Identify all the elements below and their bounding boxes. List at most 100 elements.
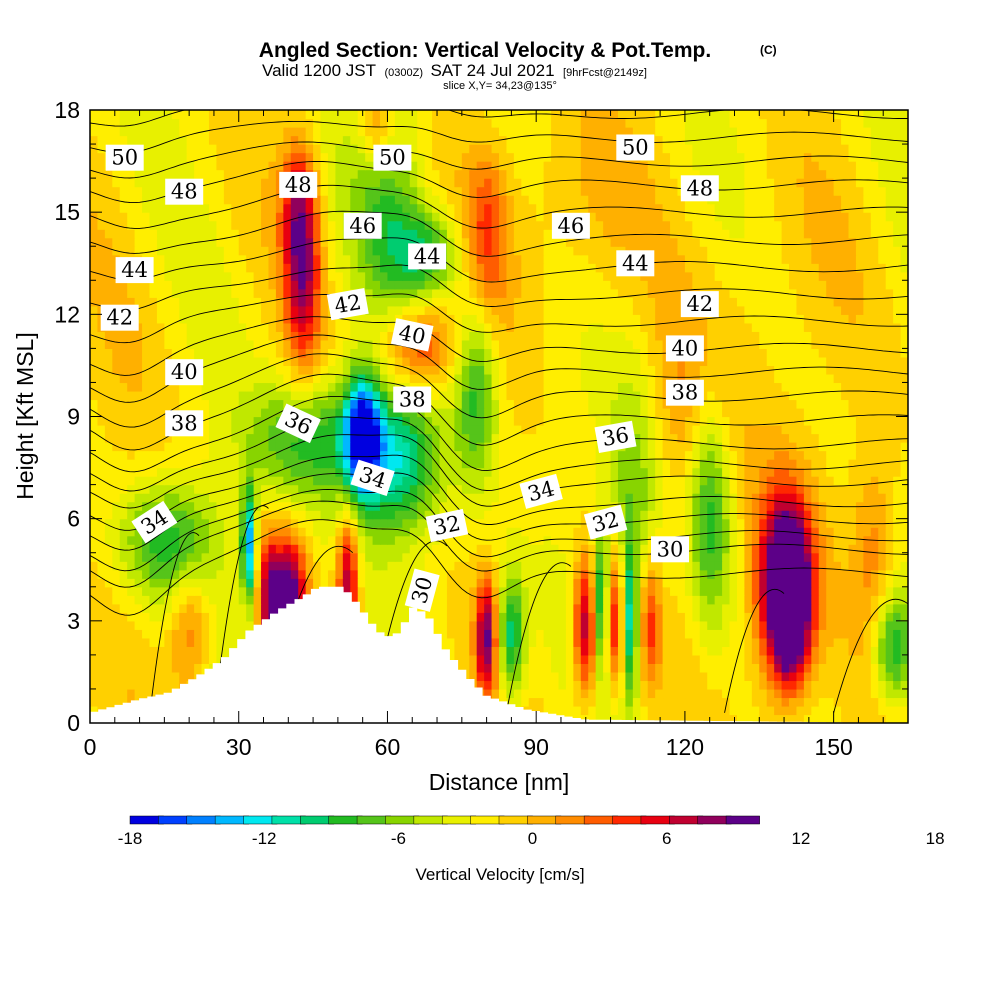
velocity-cell (855, 467, 864, 477)
velocity-cell (201, 433, 210, 443)
velocity-cell (766, 527, 775, 537)
velocity-cell (417, 552, 426, 562)
velocity-cell (662, 671, 671, 682)
velocity-cell (692, 671, 701, 682)
velocity-cell (171, 459, 180, 469)
velocity-cell (714, 527, 723, 537)
velocity-cell (223, 620, 232, 630)
velocity-cell (506, 433, 515, 443)
velocity-cell (670, 671, 679, 682)
velocity-cell (223, 603, 232, 613)
velocity-cell (484, 476, 493, 486)
velocity-cell (417, 561, 426, 571)
velocity-cell (855, 620, 864, 630)
velocity-cell (290, 373, 299, 384)
velocity-cell (729, 356, 738, 367)
velocity-cell (714, 561, 723, 571)
velocity-cell (625, 356, 634, 367)
velocity-cell (885, 442, 894, 452)
velocity-cell (900, 459, 908, 469)
velocity-cell (565, 348, 574, 358)
velocity-cell (632, 603, 641, 613)
velocity-cell (893, 416, 902, 426)
velocity-cell (127, 407, 136, 418)
velocity-cell (194, 467, 203, 477)
velocity-cell (90, 348, 99, 358)
velocity-cell (729, 552, 738, 562)
velocity-cell (521, 654, 530, 664)
velocity-cell (476, 586, 485, 596)
velocity-cell (409, 518, 418, 528)
velocity-cell (476, 629, 485, 639)
velocity-cell (573, 390, 582, 401)
velocity-cell (722, 620, 731, 630)
velocity-cell (900, 510, 908, 520)
velocity-cell (335, 382, 344, 392)
velocity-cell (699, 356, 708, 367)
velocity-cell (365, 399, 374, 409)
velocity-cell (216, 595, 225, 605)
velocity-cell (766, 637, 775, 647)
velocity-cell (223, 544, 232, 554)
velocity-cell (521, 561, 530, 571)
velocity-cell (558, 476, 567, 486)
velocity-cell (127, 527, 136, 537)
velocity-cell (506, 518, 515, 528)
velocity-cell (387, 399, 396, 409)
velocity-cell (573, 382, 582, 392)
velocity-cell (513, 459, 522, 469)
velocity-cell (156, 399, 165, 409)
velocity-cell (655, 450, 664, 460)
velocity-cell (372, 442, 381, 452)
velocity-cell (142, 629, 151, 639)
velocity-cell (469, 399, 478, 409)
velocity-cell (714, 629, 723, 639)
velocity-cell (766, 569, 775, 579)
velocity-cell (446, 595, 455, 605)
velocity-cell (432, 620, 441, 630)
velocity-cell (350, 467, 359, 477)
velocity-cell (848, 382, 857, 392)
velocity-cell (573, 433, 582, 443)
velocity-cell (632, 382, 641, 392)
velocity-cell (893, 586, 902, 596)
velocity-cell (499, 578, 508, 588)
velocity-cell (521, 680, 530, 690)
velocity-cell (677, 688, 686, 699)
velocity-cell (670, 510, 679, 520)
velocity-cell (684, 467, 693, 477)
velocity-cell (655, 637, 664, 647)
velocity-cell (744, 339, 753, 349)
velocity-cell (655, 688, 664, 699)
velocity-cell (446, 390, 455, 401)
velocity-cell (640, 637, 649, 647)
velocity-cell (179, 578, 188, 588)
velocity-cell (729, 595, 738, 605)
velocity-cell (327, 569, 336, 579)
velocity-cell (833, 714, 842, 723)
velocity-cell (208, 561, 218, 571)
velocity-cell (134, 493, 143, 503)
velocity-cell (848, 569, 857, 579)
velocity-cell (662, 663, 671, 673)
velocity-cell (432, 586, 441, 596)
velocity-cell (201, 629, 210, 639)
velocity-cell (878, 705, 887, 716)
velocity-cell (744, 467, 753, 477)
velocity-cell (127, 654, 136, 664)
velocity-cell (759, 637, 768, 647)
velocity-cell (751, 671, 760, 682)
velocity-cell (119, 552, 128, 562)
velocity-cell (186, 331, 195, 341)
velocity-cell (305, 476, 314, 486)
velocity-cell (484, 382, 493, 392)
velocity-cell (774, 527, 783, 537)
velocity-cell (268, 535, 277, 545)
velocity-cell (231, 527, 240, 537)
velocity-cell (588, 416, 597, 426)
velocity-cell (826, 518, 835, 528)
velocity-cell (208, 467, 218, 477)
velocity-cell (647, 663, 656, 673)
velocity-cell (320, 442, 329, 452)
